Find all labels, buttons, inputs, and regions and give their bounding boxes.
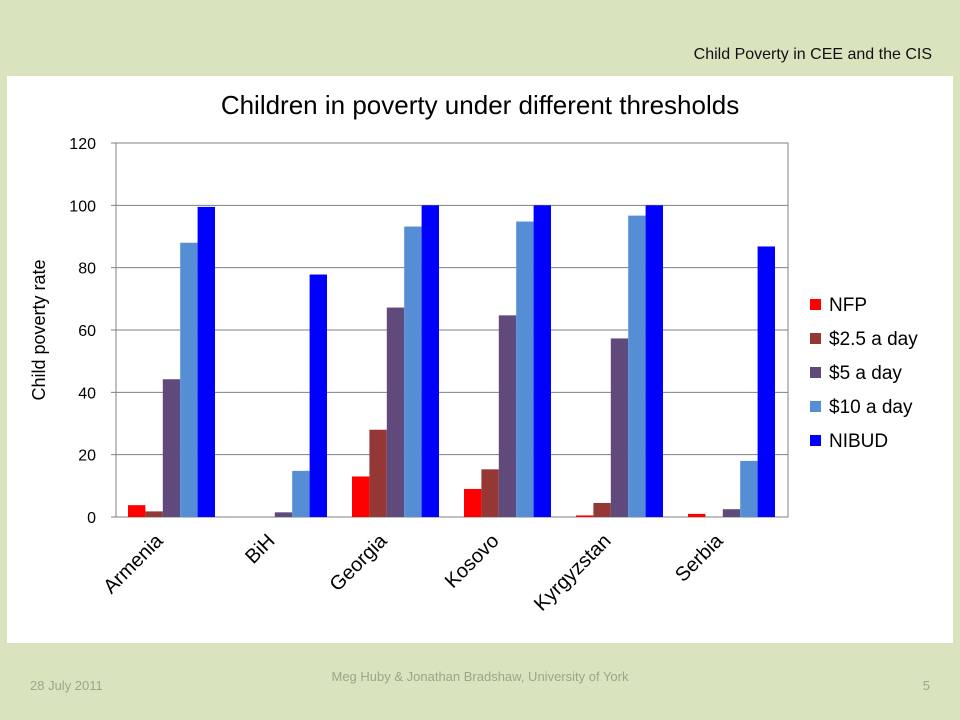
- legend-swatch: [810, 299, 821, 310]
- bar-chart: Children in poverty under different thre…: [29, 90, 918, 615]
- bars-group: [128, 205, 775, 518]
- legend-label: NFP: [829, 295, 867, 316]
- bar-nibud-georgia: [421, 205, 439, 518]
- bar--10-a-day-bih: [292, 470, 310, 517]
- bar--5-a-day-serbia: [722, 509, 741, 517]
- chart-panel: Children in poverty under different thre…: [7, 76, 953, 643]
- y-tick-label: 120: [69, 136, 96, 153]
- bar--5-a-day-bih: [274, 512, 293, 517]
- y-axis-label: Child poverty rate: [29, 259, 49, 400]
- y-tick-label: 40: [78, 385, 96, 402]
- x-tick-label: Kyrgyzstan: [530, 530, 616, 616]
- legend-label: $5 a day: [829, 363, 902, 384]
- x-tick-label: BiH: [241, 530, 279, 568]
- legend-label: $10 a day: [829, 397, 913, 418]
- x-tick-label: Armenia: [99, 529, 168, 598]
- bar-nibud-kyrgyzstan: [645, 205, 663, 518]
- bar--2-5-a-day-armenia: [145, 511, 163, 517]
- footer-page-number: 5: [922, 678, 930, 693]
- bar--2-5-a-day-kyrgyzstan: [593, 502, 611, 517]
- x-tick-labels: Armenia BiH Georgia Kosovo Kyrgyzstan Serbia: [99, 529, 728, 615]
- chart-title: Children in poverty under different thre…: [221, 90, 739, 120]
- legend-label: NIBUD: [829, 431, 888, 452]
- chart-legend: NFP $2.5 a day $5 a day $10 a day NIBUD: [810, 295, 918, 452]
- bar--10-a-day-georgia: [404, 226, 422, 517]
- bar-nfp-georgia: [352, 476, 370, 517]
- x-tick-label: Serbia: [671, 529, 728, 586]
- bar--2-5-a-day-kosovo: [481, 469, 499, 517]
- bar--10-a-day-armenia: [180, 242, 198, 517]
- footer-author: Meg Huby & Jonathan Bradshaw, University…: [331, 669, 629, 684]
- bar--5-a-day-armenia: [162, 379, 181, 517]
- bar-nfp-kosovo: [464, 488, 482, 517]
- x-tick-label: Kosovo: [441, 530, 504, 593]
- legend-swatch: [810, 401, 821, 412]
- bar--2-5-a-day-georgia: [369, 429, 387, 517]
- x-tick-label: Georgia: [326, 529, 392, 595]
- y-tick-label: 60: [78, 323, 96, 340]
- bar-nfp-kyrgyzstan: [576, 515, 594, 517]
- bar-nfp-serbia: [688, 513, 706, 517]
- y-tick-labels: 0 20 40 60 80 100 120: [69, 136, 96, 527]
- bar--5-a-day-kyrgyzstan: [610, 338, 629, 517]
- bar-nibud-serbia: [757, 246, 775, 517]
- footer-date: 28 July 2011: [30, 678, 103, 693]
- legend-label: $2.5 a day: [829, 329, 918, 350]
- slide-header-title: Child Poverty in CEE and the CIS: [693, 46, 932, 63]
- bar-nibud-armenia: [197, 206, 215, 517]
- bar--10-a-day-kyrgyzstan: [628, 215, 646, 517]
- legend-swatch: [810, 367, 821, 378]
- grid-lines: [111, 142, 789, 518]
- legend-swatch: [810, 435, 821, 446]
- bar-nibud-kosovo: [533, 205, 551, 518]
- bar-nfp-armenia: [128, 505, 146, 517]
- y-tick-label: 100: [69, 198, 96, 215]
- y-tick-label: 0: [87, 510, 96, 527]
- bar--5-a-day-kosovo: [498, 315, 517, 517]
- bar-nibud-bih: [309, 274, 327, 517]
- y-tick-label: 20: [78, 448, 96, 465]
- y-tick-label: 80: [78, 261, 96, 278]
- bar--10-a-day-kosovo: [516, 221, 534, 518]
- legend-swatch: [810, 333, 821, 344]
- bar--10-a-day-serbia: [740, 460, 758, 517]
- bar--5-a-day-georgia: [386, 307, 405, 517]
